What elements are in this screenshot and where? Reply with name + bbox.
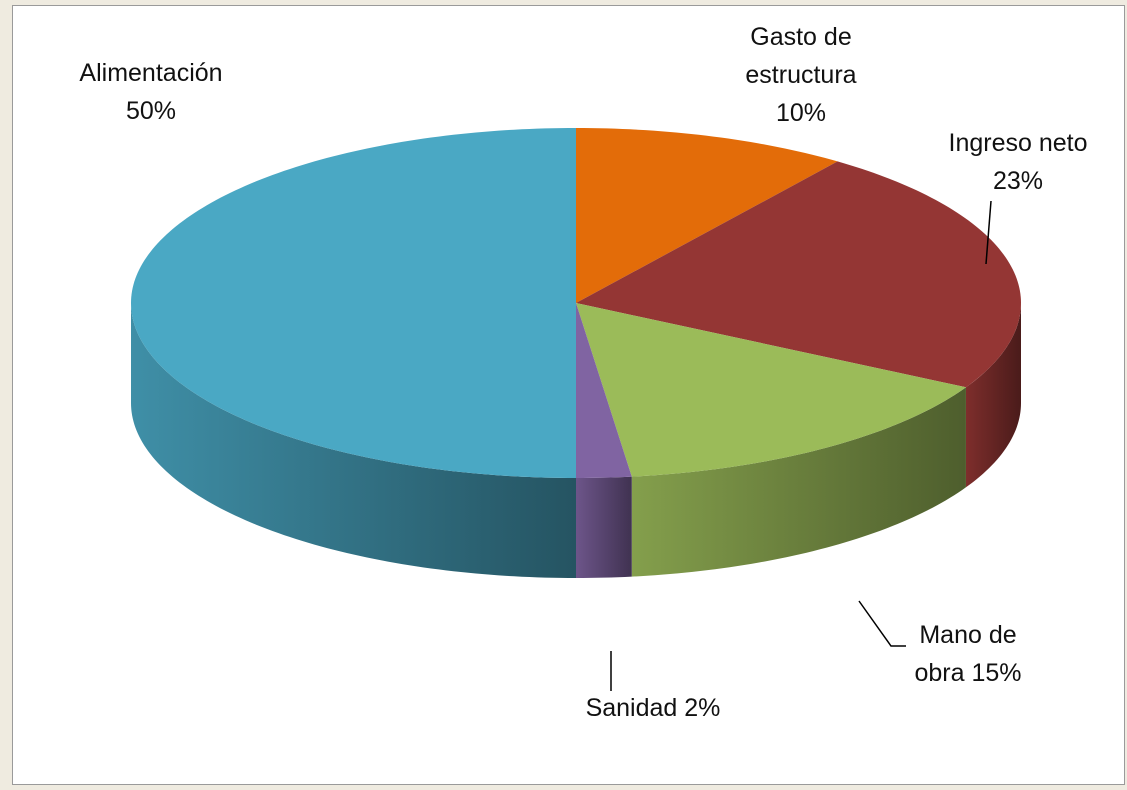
slice-side	[576, 476, 632, 578]
data-label: Gasto de estructura 10%	[731, 18, 871, 132]
slice	[576, 128, 838, 303]
slice-side	[965, 303, 1021, 488]
data-label: Sanidad 2%	[528, 689, 778, 727]
category-label: Mano de obra	[914, 621, 1017, 687]
data-label: Alimentación 50%	[51, 54, 251, 130]
value-label: 50%	[125, 97, 177, 125]
value-label: 15%	[971, 659, 1022, 687]
category-label: Ingreso neto	[948, 129, 1088, 157]
data-label: Ingreso neto 23%	[923, 124, 1113, 200]
category-label: Gasto de estructura	[745, 23, 857, 89]
leader-line	[858, 600, 906, 647]
slice-side	[631, 387, 966, 577]
category-label: Alimentación	[79, 59, 223, 87]
leader-line	[985, 200, 992, 265]
slice	[576, 303, 632, 478]
value-label: 10%	[775, 99, 827, 127]
chart-area: Gasto de estructura 10% Ingreso neto 23% M…	[12, 5, 1125, 785]
value-label: 23%	[992, 167, 1044, 195]
slice-side	[131, 303, 576, 578]
data-label: Mano de obra 15%	[893, 616, 1043, 692]
slice	[131, 128, 576, 478]
value-label: 2%	[684, 694, 721, 722]
slice	[576, 161, 1021, 388]
chart	[131, 128, 1021, 691]
category-label: Sanidad	[585, 694, 678, 722]
slice	[576, 303, 966, 477]
